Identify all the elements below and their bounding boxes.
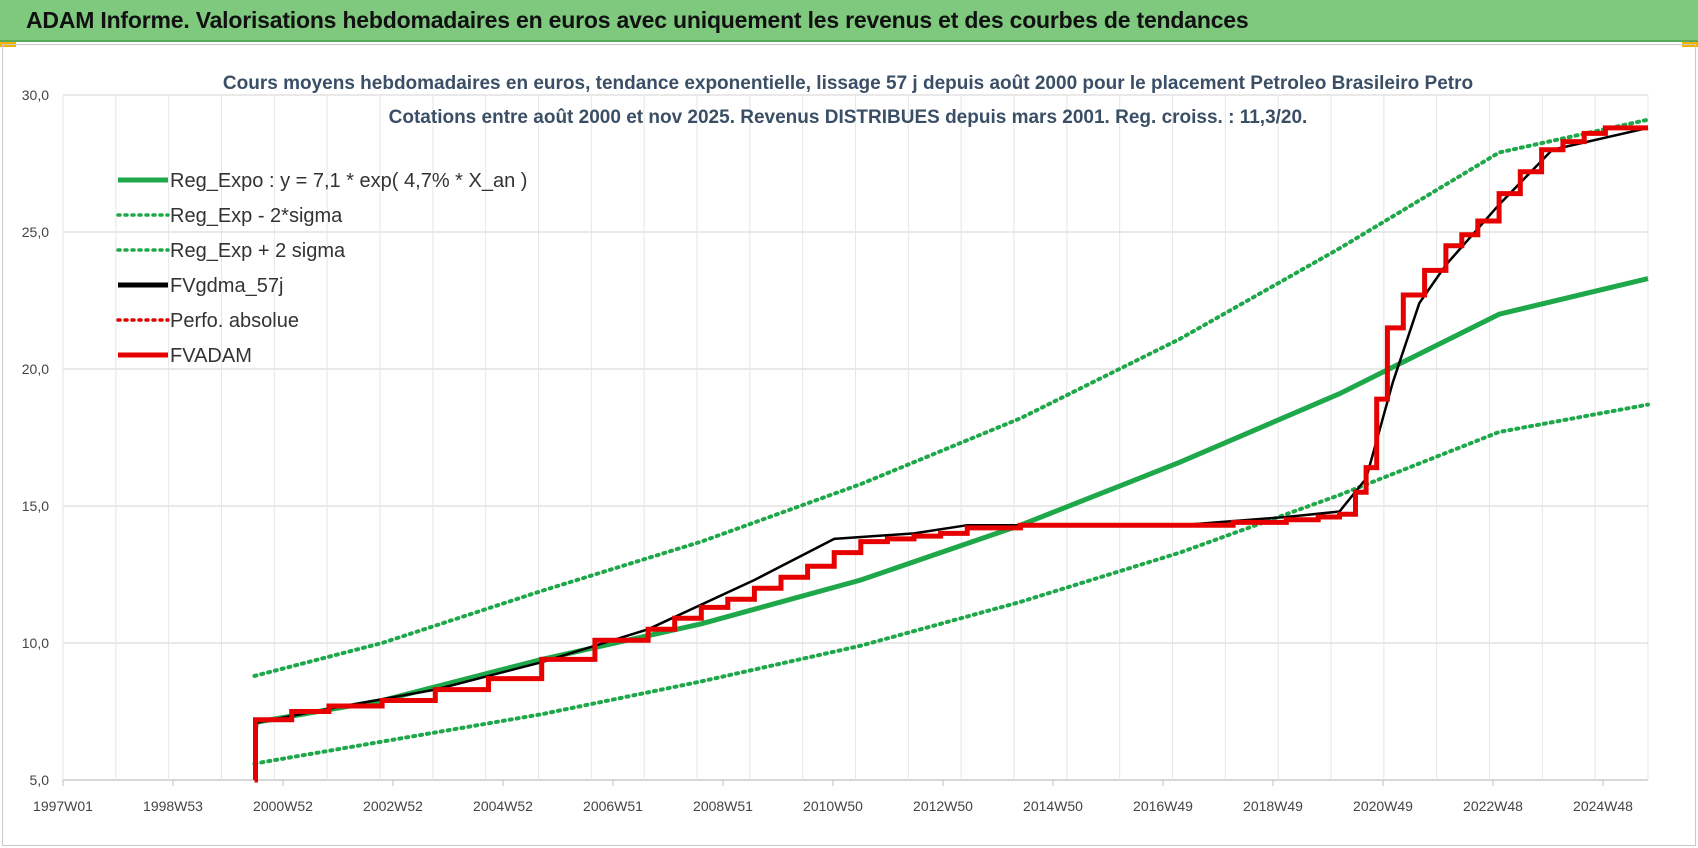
banner-title: ADAM Informe. Valorisations hebdomadaire… bbox=[26, 7, 1249, 33]
legend-label: Reg_Exp + 2 sigma bbox=[170, 240, 346, 262]
x-tick-label: 2022W48 bbox=[1463, 798, 1523, 814]
x-tick-label: 2016W49 bbox=[1133, 798, 1193, 814]
x-tick-label: 2024W48 bbox=[1573, 798, 1633, 814]
y-tick-label: 30,0 bbox=[22, 87, 49, 103]
x-tick-label: 2014W50 bbox=[1023, 798, 1083, 814]
series-line-0 bbox=[254, 276, 1649, 725]
chart-subtitle: Cotations entre août 2000 et nov 2025. R… bbox=[389, 107, 1308, 128]
axis-tick-labels: 5,0 10,0 15,0 20,0 25,0 30,0 1997W01 1998W53 200… bbox=[22, 87, 1633, 814]
x-tick-label: 2002W52 bbox=[363, 798, 423, 814]
y-tick-label: 25,0 bbox=[22, 224, 49, 240]
legend-label: FVADAM bbox=[170, 345, 252, 367]
chart-frame bbox=[2, 44, 1696, 846]
legend: Reg_Expo : y = 7,1 * exp( 4,7% * X_an ) R… bbox=[116, 170, 527, 367]
legend-label: FVgdma_57j bbox=[170, 275, 283, 297]
y-tick-label: 15,0 bbox=[22, 498, 49, 514]
legend-label: Reg_Expo : y = 7,1 * exp( 4,7% * X_an ) bbox=[170, 170, 527, 192]
x-tick-label: 2018W49 bbox=[1243, 798, 1303, 814]
x-tick-label: 1997W01 bbox=[33, 798, 93, 814]
y-tick-label: 20,0 bbox=[22, 361, 49, 377]
x-tick-label: 2006W51 bbox=[583, 798, 643, 814]
x-tick-label: 2000W52 bbox=[253, 798, 313, 814]
series-line-2 bbox=[252, 117, 1650, 678]
report-banner: ADAM Informe. Valorisations hebdomadaire… bbox=[0, 0, 1698, 42]
legend-label: Perfo. absolue bbox=[170, 310, 299, 332]
x-tick-label: 2020W49 bbox=[1353, 798, 1413, 814]
chart-title: Cours moyens hebdomadaires en euros, ten… bbox=[223, 73, 1473, 94]
x-tick-label: 2008W51 bbox=[693, 798, 753, 814]
legend-label: Reg_Exp - 2*sigma bbox=[170, 205, 343, 227]
series-lines bbox=[252, 117, 1650, 783]
y-tick-label: 5,0 bbox=[30, 772, 50, 788]
x-tick-label: 2010W50 bbox=[803, 798, 863, 814]
x-tick-label: 2012W50 bbox=[913, 798, 973, 814]
y-tick-label: 10,0 bbox=[22, 635, 49, 651]
x-tick-label: 2004W52 bbox=[473, 798, 533, 814]
series-line-1 bbox=[252, 402, 1650, 766]
x-tick-label: 1998W53 bbox=[143, 798, 203, 814]
series-line-5 bbox=[253, 125, 1648, 783]
grid-lines bbox=[62, 94, 1649, 781]
